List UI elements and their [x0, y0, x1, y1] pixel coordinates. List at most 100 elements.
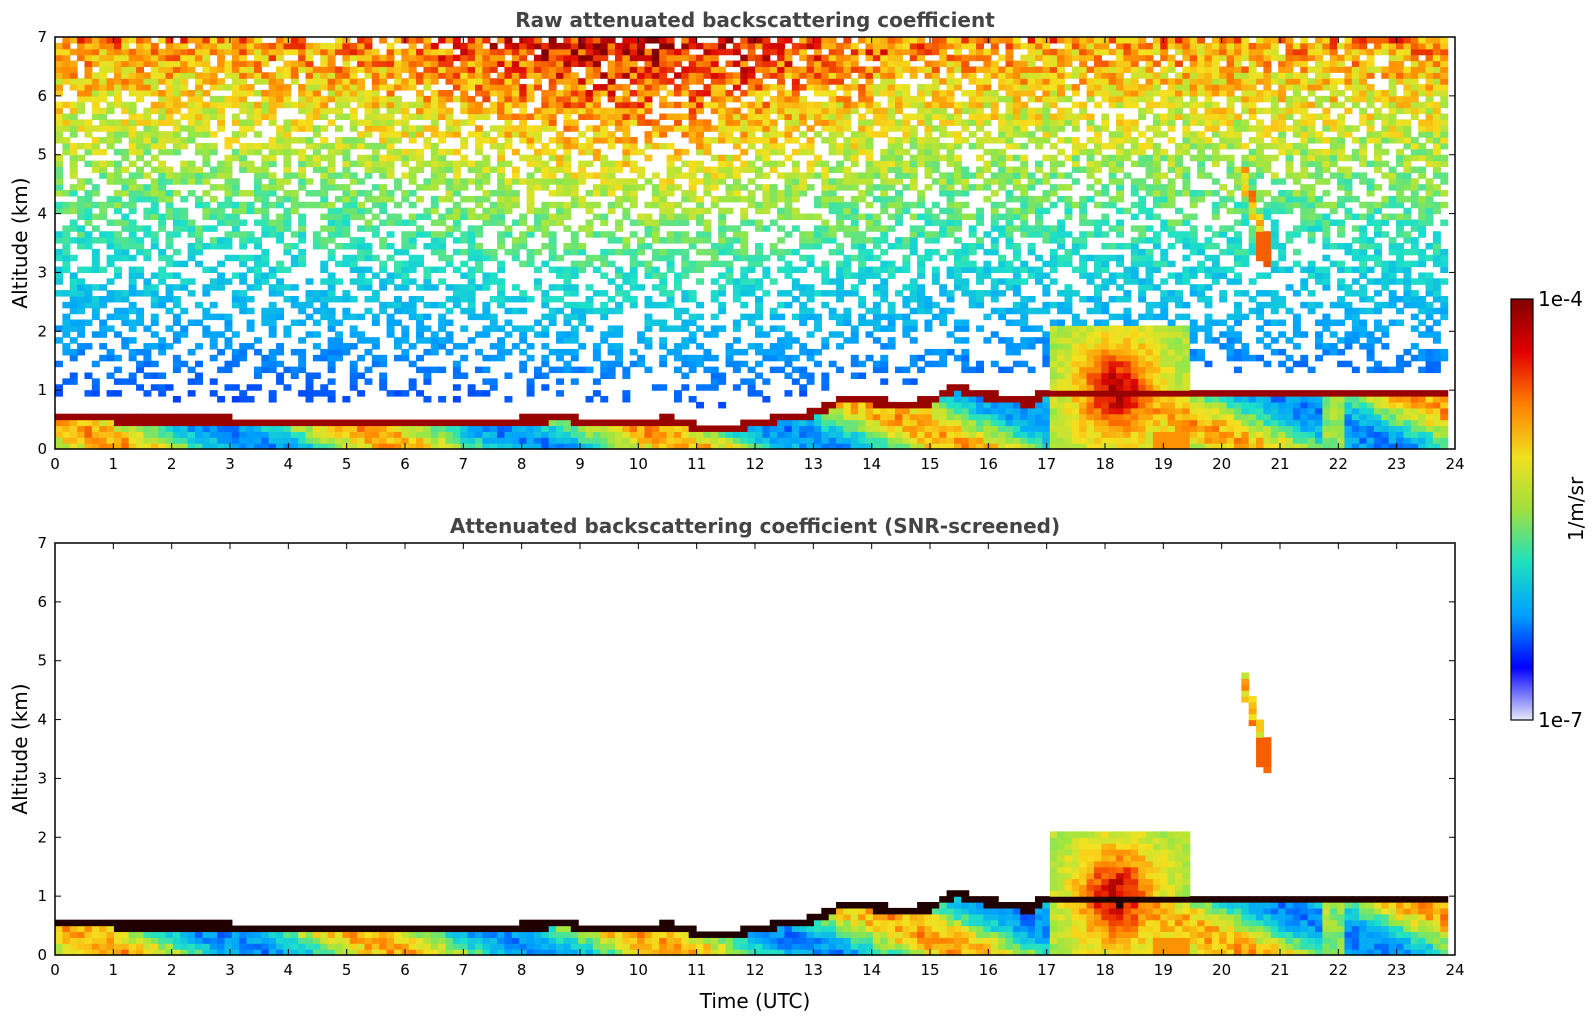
heatmap-cell — [416, 295, 425, 303]
heatmap-cell — [725, 72, 734, 79]
heatmap-cell — [887, 413, 896, 421]
heatmap-cell — [246, 125, 255, 132]
heatmap-cell — [850, 360, 859, 368]
heatmap-cell — [195, 195, 203, 203]
heatmap-cell — [570, 178, 579, 185]
heatmap-cell — [681, 431, 690, 438]
heatmap-cell — [718, 101, 727, 109]
heatmap-cell — [475, 431, 483, 438]
heatmap-cell — [143, 137, 152, 144]
heatmap-cell — [106, 119, 115, 126]
heatmap-cell — [371, 437, 380, 444]
heatmap-cell — [283, 295, 292, 303]
heatmap-cell — [467, 178, 476, 185]
heatmap-cell — [681, 425, 690, 432]
heatmap-cell — [312, 443, 321, 450]
heatmap-cell — [836, 184, 845, 191]
heatmap-cell — [136, 225, 145, 232]
heatmap-cell — [600, 331, 609, 338]
heatmap-cell — [128, 378, 137, 385]
heatmap-cell — [784, 272, 793, 279]
heatmap-cell — [902, 378, 911, 385]
heatmap-cell — [578, 89, 587, 97]
heatmap-cell — [865, 148, 874, 156]
heatmap-cell — [644, 107, 653, 115]
heatmap-cell — [357, 95, 366, 103]
heatmap-cell — [828, 231, 837, 238]
heatmap-cell — [224, 237, 233, 244]
heatmap-cell — [880, 113, 889, 120]
heatmap-cell — [865, 89, 874, 97]
heatmap-cell — [364, 266, 373, 274]
heatmap-cell — [62, 142, 71, 150]
heatmap-cell — [504, 60, 513, 68]
heatmap-cell — [556, 437, 565, 444]
heatmap-cell — [106, 419, 115, 427]
heatmap-cell — [659, 66, 668, 73]
heatmap-cell — [504, 207, 513, 215]
heatmap-cell — [209, 354, 218, 362]
heatmap-cell — [401, 101, 410, 109]
heatmap-cell — [813, 195, 822, 203]
heatmap-cell — [180, 37, 189, 44]
heatmap-cell — [84, 131, 93, 138]
heatmap-cell — [113, 172, 122, 179]
heatmap-cell — [762, 225, 771, 232]
heatmap-cell — [659, 184, 668, 191]
heatmap-cell — [666, 295, 675, 303]
heatmap-cell — [902, 425, 911, 432]
heatmap-cell — [172, 437, 181, 444]
heatmap-cell — [784, 190, 793, 197]
heatmap-cell — [460, 213, 469, 221]
heatmap-cell — [128, 284, 137, 291]
heatmap-cell — [791, 248, 800, 256]
heatmap-cell — [195, 166, 203, 173]
heatmap-cell — [246, 113, 255, 120]
heatmap-cell — [696, 160, 705, 168]
heatmap-cell — [570, 84, 579, 91]
heatmap-cell — [379, 137, 388, 144]
heatmap-cell — [887, 107, 896, 115]
heatmap-cell — [136, 148, 145, 156]
heatmap-cell — [69, 325, 78, 332]
heatmap-cell — [349, 343, 358, 350]
heatmap-cell — [69, 278, 78, 285]
heatmap-cell — [895, 148, 903, 156]
heatmap-cell — [430, 178, 439, 185]
heatmap-cell — [349, 266, 358, 274]
heatmap-cell — [843, 172, 852, 179]
heatmap-cell — [335, 225, 343, 232]
heatmap-cell — [607, 207, 616, 215]
heatmap-cell — [570, 119, 579, 126]
heatmap-cell — [401, 390, 410, 397]
heatmap-cell — [644, 89, 653, 97]
heatmap-cell — [644, 95, 653, 103]
heatmap-cell — [202, 243, 211, 250]
heatmap-cell — [688, 431, 697, 438]
heatmap-cell — [799, 37, 808, 44]
heatmap-cell — [902, 401, 911, 409]
heatmap-cell — [172, 231, 181, 238]
heatmap-cell — [320, 42, 329, 50]
heatmap-cell — [850, 107, 859, 115]
heatmap-cell — [224, 60, 233, 68]
heatmap-cell — [541, 48, 550, 56]
heatmap-cell — [91, 78, 100, 85]
heatmap-cell — [69, 160, 78, 168]
heatmap-cell — [651, 54, 660, 62]
heatmap-cell — [836, 42, 845, 50]
heatmap-cell — [239, 107, 248, 115]
heatmap-cell — [158, 431, 167, 438]
heatmap-cell — [327, 396, 336, 403]
heatmap-cell — [917, 119, 926, 126]
heatmap-cell — [84, 195, 93, 203]
heatmap-cell — [607, 372, 616, 379]
heatmap-cell — [475, 331, 483, 338]
heatmap-cell — [467, 66, 476, 73]
heatmap-cell — [880, 131, 889, 138]
heatmap-cell — [445, 89, 454, 97]
heatmap-cell — [762, 60, 771, 68]
heatmap-cell — [681, 54, 690, 62]
heatmap-cell — [231, 301, 240, 309]
heatmap-cell — [504, 160, 513, 168]
